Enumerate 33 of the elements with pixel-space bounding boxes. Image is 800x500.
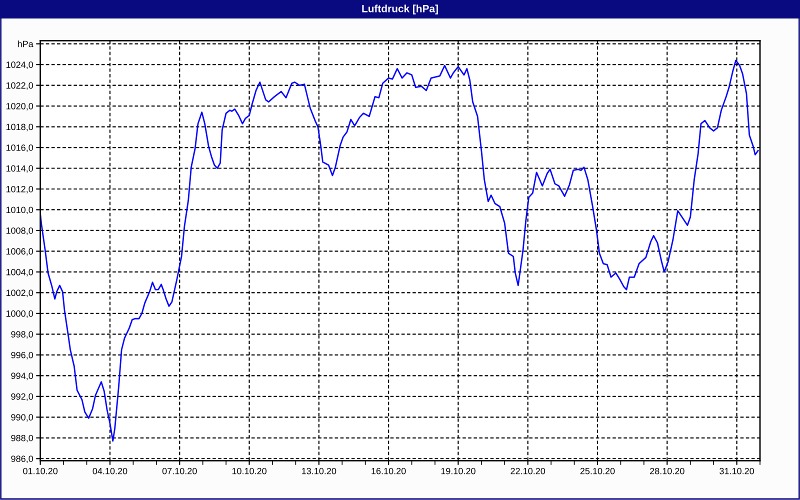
- y-tick-label: 1020,0: [6, 103, 34, 110]
- y-tick-label: 1012,0: [6, 186, 34, 194]
- y-tick-label: 1006,0: [6, 248, 34, 256]
- y-tick-label: 1000,0: [6, 310, 34, 318]
- x-tick-label: 01.10.20: [23, 468, 58, 474]
- x-tick-label: 10.10.20: [232, 468, 266, 474]
- y-tick-label: 998,0: [11, 331, 34, 339]
- y-tick-label: 988,0: [11, 434, 34, 442]
- y-tick-label: 1016,0: [6, 144, 34, 152]
- y-tick-label: hPa: [18, 40, 34, 48]
- chart-title: Luftdruck [hPa]: [362, 4, 438, 14]
- x-tick-label: 19.10.20: [441, 468, 476, 474]
- x-tick-label: 28.10.20: [650, 468, 684, 474]
- y-tick-label: 1010,0: [6, 206, 34, 214]
- y-tick-label: 1024,0: [6, 62, 34, 69]
- y-tick-label: 1004,0: [6, 268, 34, 276]
- x-tick-label: 16.10.20: [372, 468, 406, 474]
- x-tick-label: 13.10.20: [302, 468, 336, 474]
- y-tick-label: 990,0: [11, 414, 34, 422]
- x-tick-label: 22.10.20: [510, 468, 546, 474]
- x-tick-label: 31.10.20: [720, 468, 754, 474]
- y-tick-label: 1018,0: [6, 124, 34, 132]
- y-tick-label: 1014,0: [6, 165, 34, 173]
- x-tick-label: 04.10.20: [92, 468, 128, 474]
- y-tick-label: 994,0: [11, 372, 34, 380]
- y-tick-label: 996,0: [11, 352, 34, 360]
- x-tick-label: 25.10.20: [580, 468, 615, 474]
- y-tick-label: 992,0: [11, 393, 34, 401]
- y-tick-label: 986,0: [11, 456, 34, 464]
- y-tick-label: 1022,0: [6, 82, 34, 90]
- y-tick-label: 1002,0: [6, 290, 34, 298]
- x-tick-label: 07.10.20: [162, 468, 197, 474]
- y-tick-label: 1008,0: [6, 227, 34, 235]
